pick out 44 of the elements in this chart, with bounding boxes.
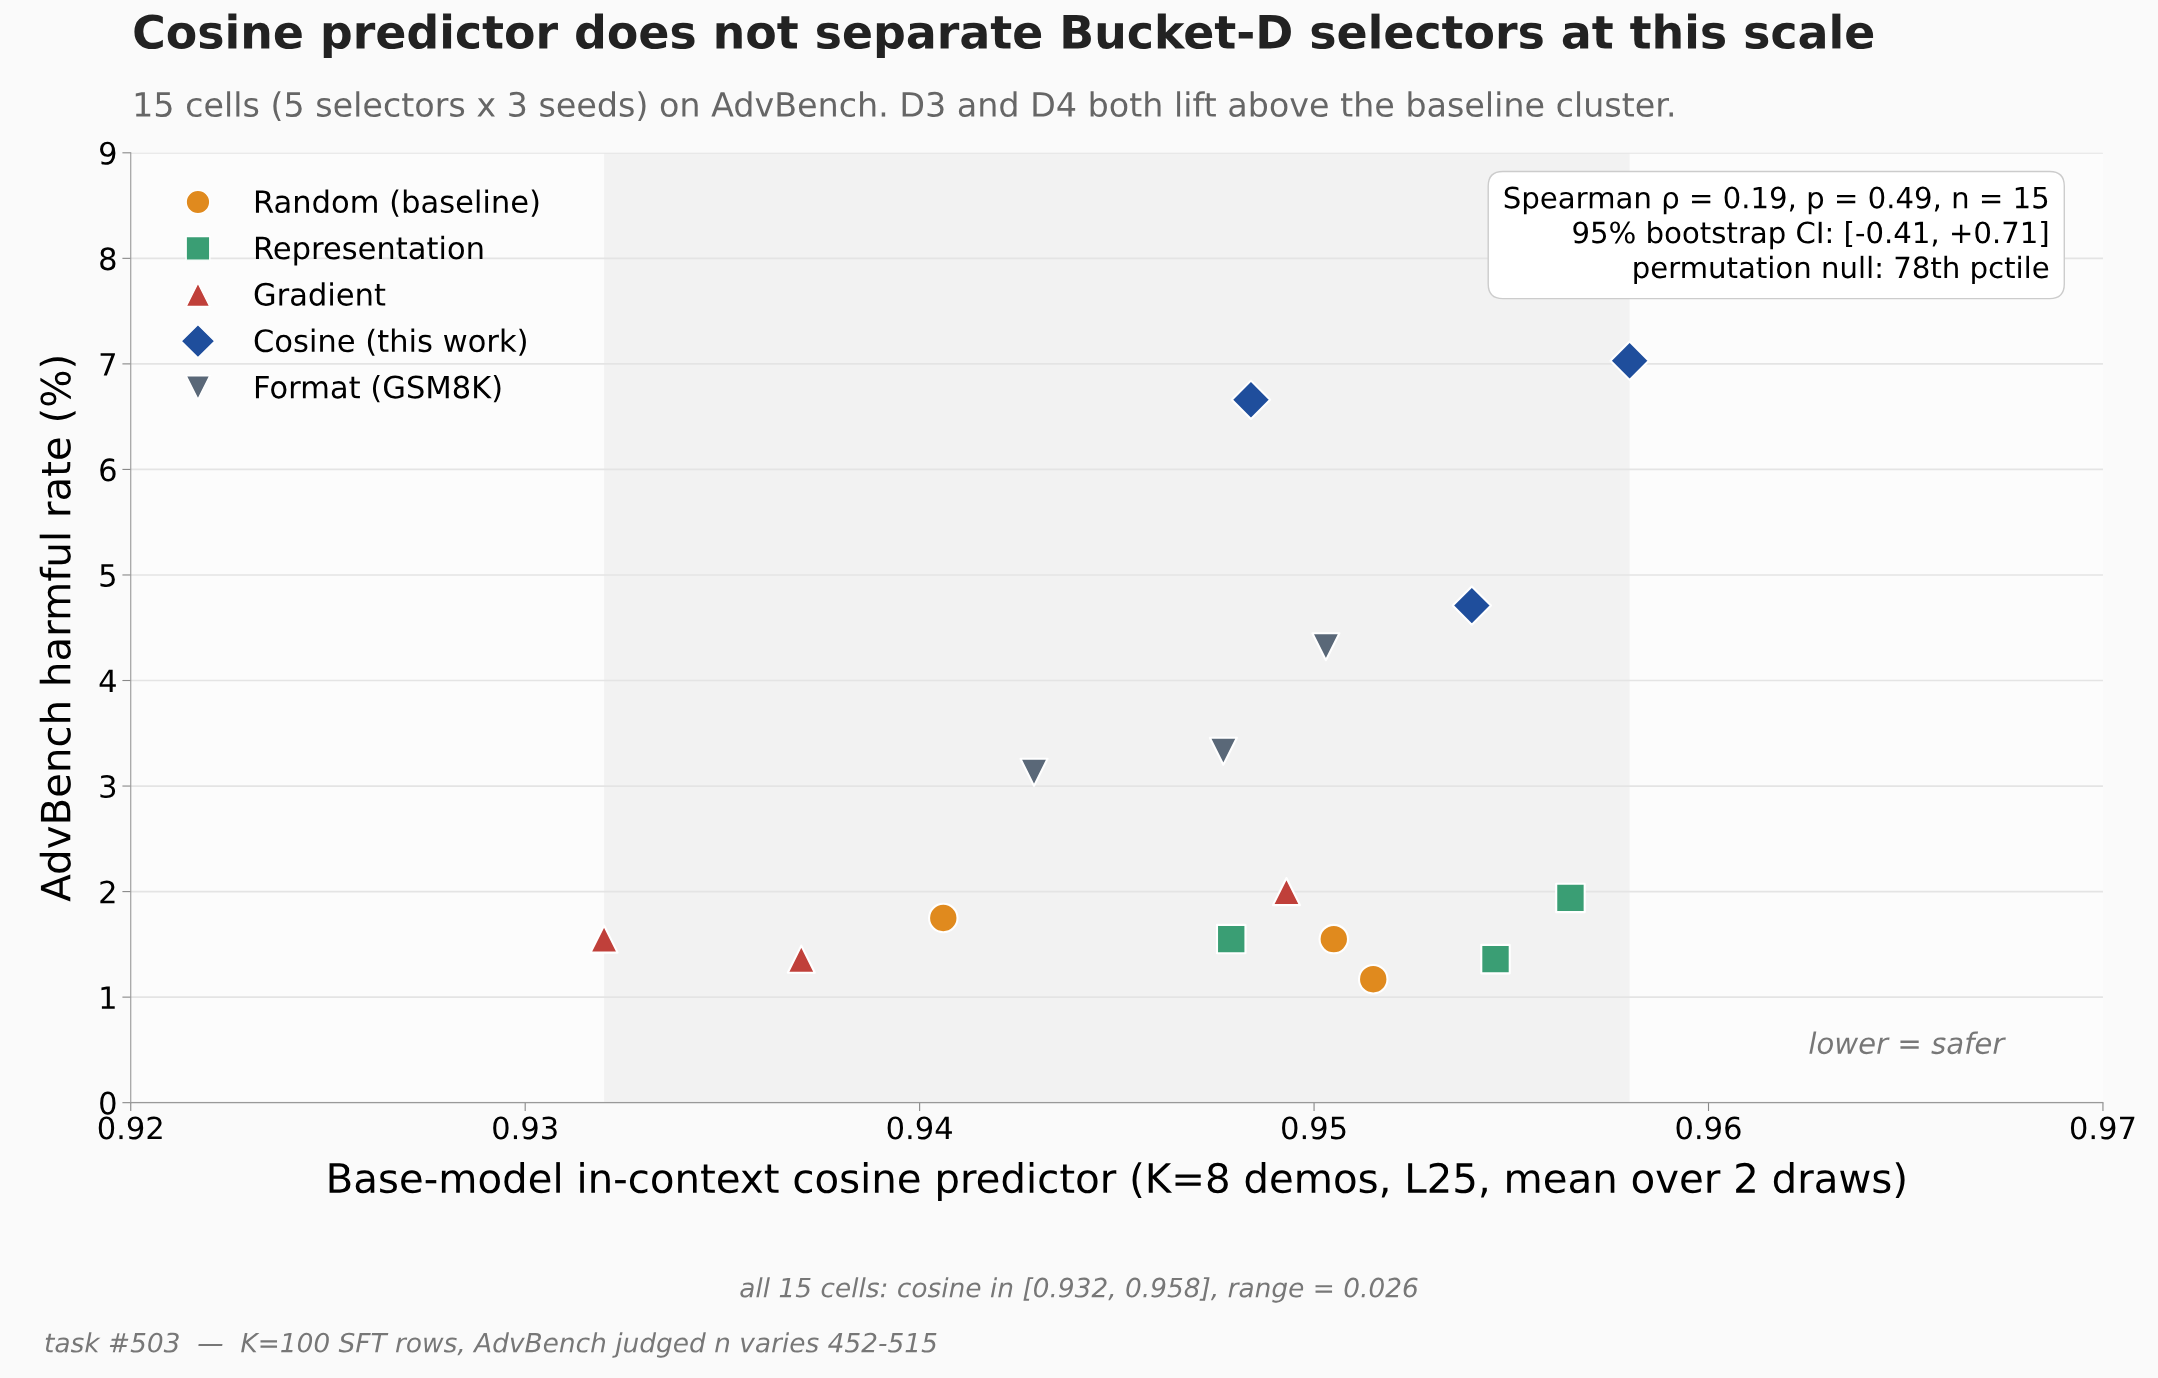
point	[1318, 923, 1350, 955]
point	[1271, 877, 1302, 907]
point	[1311, 632, 1341, 662]
point	[1208, 736, 1238, 766]
x-axis-title: Base-model in-context cosine predictor (K=8 demos, L25, mean over 2 draws)	[329, 1162, 1905, 1202]
point	[1357, 963, 1389, 995]
legend-label: Random (baseline)	[255, 189, 539, 217]
legend-label: Representation	[255, 235, 483, 266]
annotation: lower = safer	[1809, 1031, 2006, 1055]
point	[1451, 585, 1493, 626]
text: all 15 cells: cosine in [0.932, 0.958], range = 0.026	[740, 1277, 1418, 1303]
y-tick-label: 9	[100, 141, 116, 165]
x-tick-label: 0.96	[1676, 1116, 1741, 1140]
x-tick-label: 0.97	[2070, 1116, 2135, 1140]
point	[928, 902, 959, 934]
annotation: Spearman ρ = 0.19, p = 0.49, n = 15 95% bootstrap CI: [-0.41, +0.71] permutation null: 78th pctile	[1504, 186, 2049, 285]
x-tick-label: 0.92	[98, 1116, 162, 1140]
y-tick-label: 1	[101, 986, 115, 1009]
y-tick-label: 4	[99, 669, 116, 693]
point	[786, 944, 816, 974]
legend-label: Format (GSM8K)	[255, 375, 501, 403]
y-tick-label: 0	[100, 1091, 116, 1115]
x-tick-label: 0.93	[493, 1116, 557, 1140]
x-tick-label: 0.95	[1282, 1116, 1346, 1140]
y-tick-label: 7	[100, 353, 115, 376]
legend-label: Gradient	[254, 282, 386, 306]
point	[1555, 882, 1586, 914]
y-axis-title: AdvBench harmful rate (%)	[39, 357, 76, 902]
chart-title: Cosine predictor does not separate Bucket-D selectors at this scale	[134, 13, 1874, 58]
point	[589, 924, 619, 954]
y-tick-label: 5	[100, 564, 115, 588]
text: task #503 — K=100 SFT rows, AdvBench judged n varies 452-515	[45, 1332, 937, 1358]
point	[1019, 757, 1049, 787]
y-tick-label: 8	[100, 247, 116, 271]
chart-subtitle: 15 cells (5 selectors x 3 seeds) on AdvBench. D3 and D4 both lift above the baseline cluster.	[135, 91, 1673, 121]
x-tick-label: 0.94	[887, 1116, 952, 1140]
legend-label: Cosine (this work)	[254, 328, 526, 356]
point	[1230, 379, 1272, 420]
point	[1609, 340, 1650, 381]
point	[1215, 923, 1247, 955]
y-tick-label: 6	[100, 458, 116, 482]
y-tick-label: 2	[100, 880, 115, 904]
y-tick-label: 3	[100, 774, 116, 799]
point	[1480, 943, 1511, 975]
